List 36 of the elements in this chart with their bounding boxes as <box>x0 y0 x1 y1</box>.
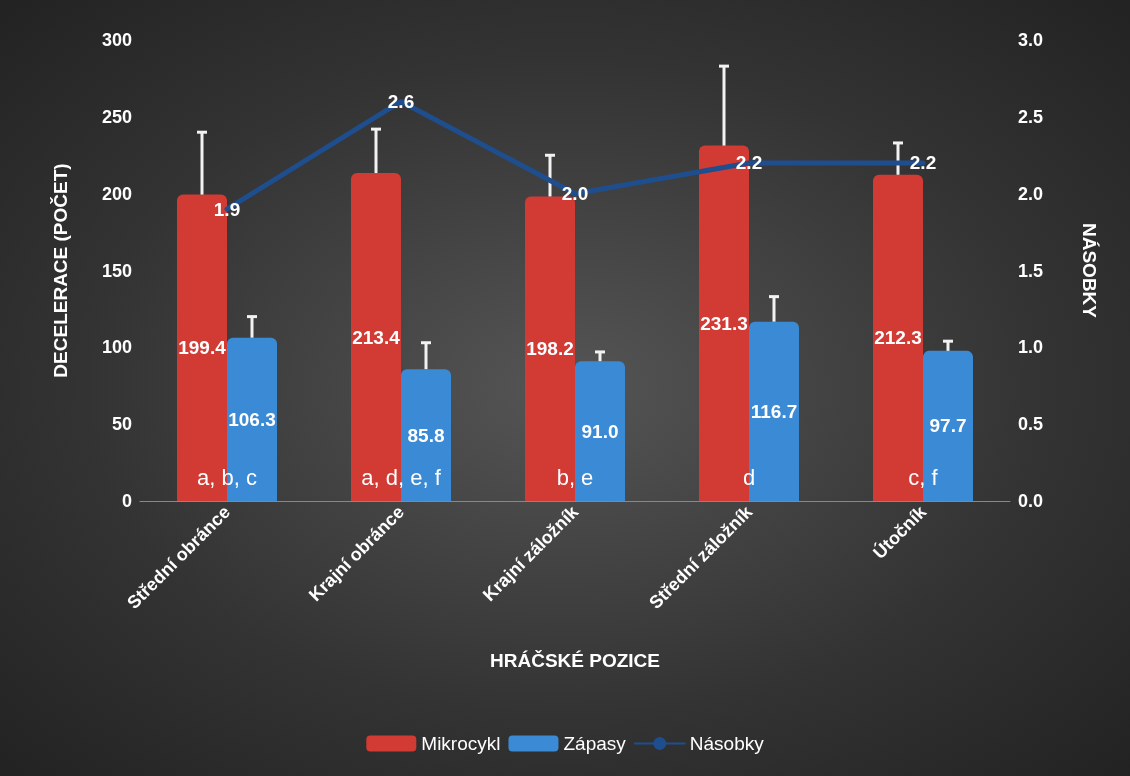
data-label: 231.3 <box>700 312 748 334</box>
x-axis-title: HRÁČSKÉ POZICE <box>490 650 660 671</box>
data-label: 2.6 <box>387 90 415 112</box>
data-label: 213.4 <box>352 326 401 348</box>
y2-tick-label: 0.0 <box>1018 491 1044 511</box>
y-axis-title: DECELERACE (POČET) <box>50 163 71 378</box>
y2-tick-label: 0.5 <box>1018 414 1044 435</box>
data-label: 198.2 <box>526 338 574 360</box>
y2-tick-label: 1.0 <box>1018 337 1044 358</box>
y-tick-label: 150 <box>101 260 132 281</box>
y2-tick-label: 2.0 <box>1018 183 1044 204</box>
legend-label: Násobky <box>689 733 765 754</box>
y-tick-label: 100 <box>101 337 132 358</box>
y2-axis-title: NÁSOBKY <box>1079 222 1100 319</box>
y-tick-label: 300 <box>101 30 132 50</box>
data-label: 212.3 <box>874 327 922 349</box>
data-label: 91.0 <box>581 420 619 442</box>
annotation: b, e <box>556 465 594 491</box>
legend-label: Mikrocykl <box>421 733 501 754</box>
data-label: 2.0 <box>561 183 589 205</box>
data-label: 199.4 <box>178 337 227 359</box>
y-tick-label: 250 <box>101 106 132 127</box>
y-tick-label: 200 <box>101 183 132 204</box>
data-label: 2.2 <box>735 152 763 174</box>
y2-tick-label: 2.5 <box>1018 106 1044 127</box>
data-label: 85.8 <box>407 424 445 446</box>
y-tick-label: 50 <box>111 414 132 435</box>
data-label: 116.7 <box>750 400 798 422</box>
y-tick-label: 0 <box>121 491 132 511</box>
data-label: 106.3 <box>228 408 276 430</box>
annotation: d <box>742 465 756 491</box>
data-label: 97.7 <box>929 415 967 437</box>
y2-tick-label: 1.5 <box>1018 260 1044 281</box>
y2-tick-label: 3.0 <box>1018 30 1044 50</box>
legend-label: Zápasy <box>563 733 627 754</box>
data-label: 2.2 <box>909 152 937 174</box>
